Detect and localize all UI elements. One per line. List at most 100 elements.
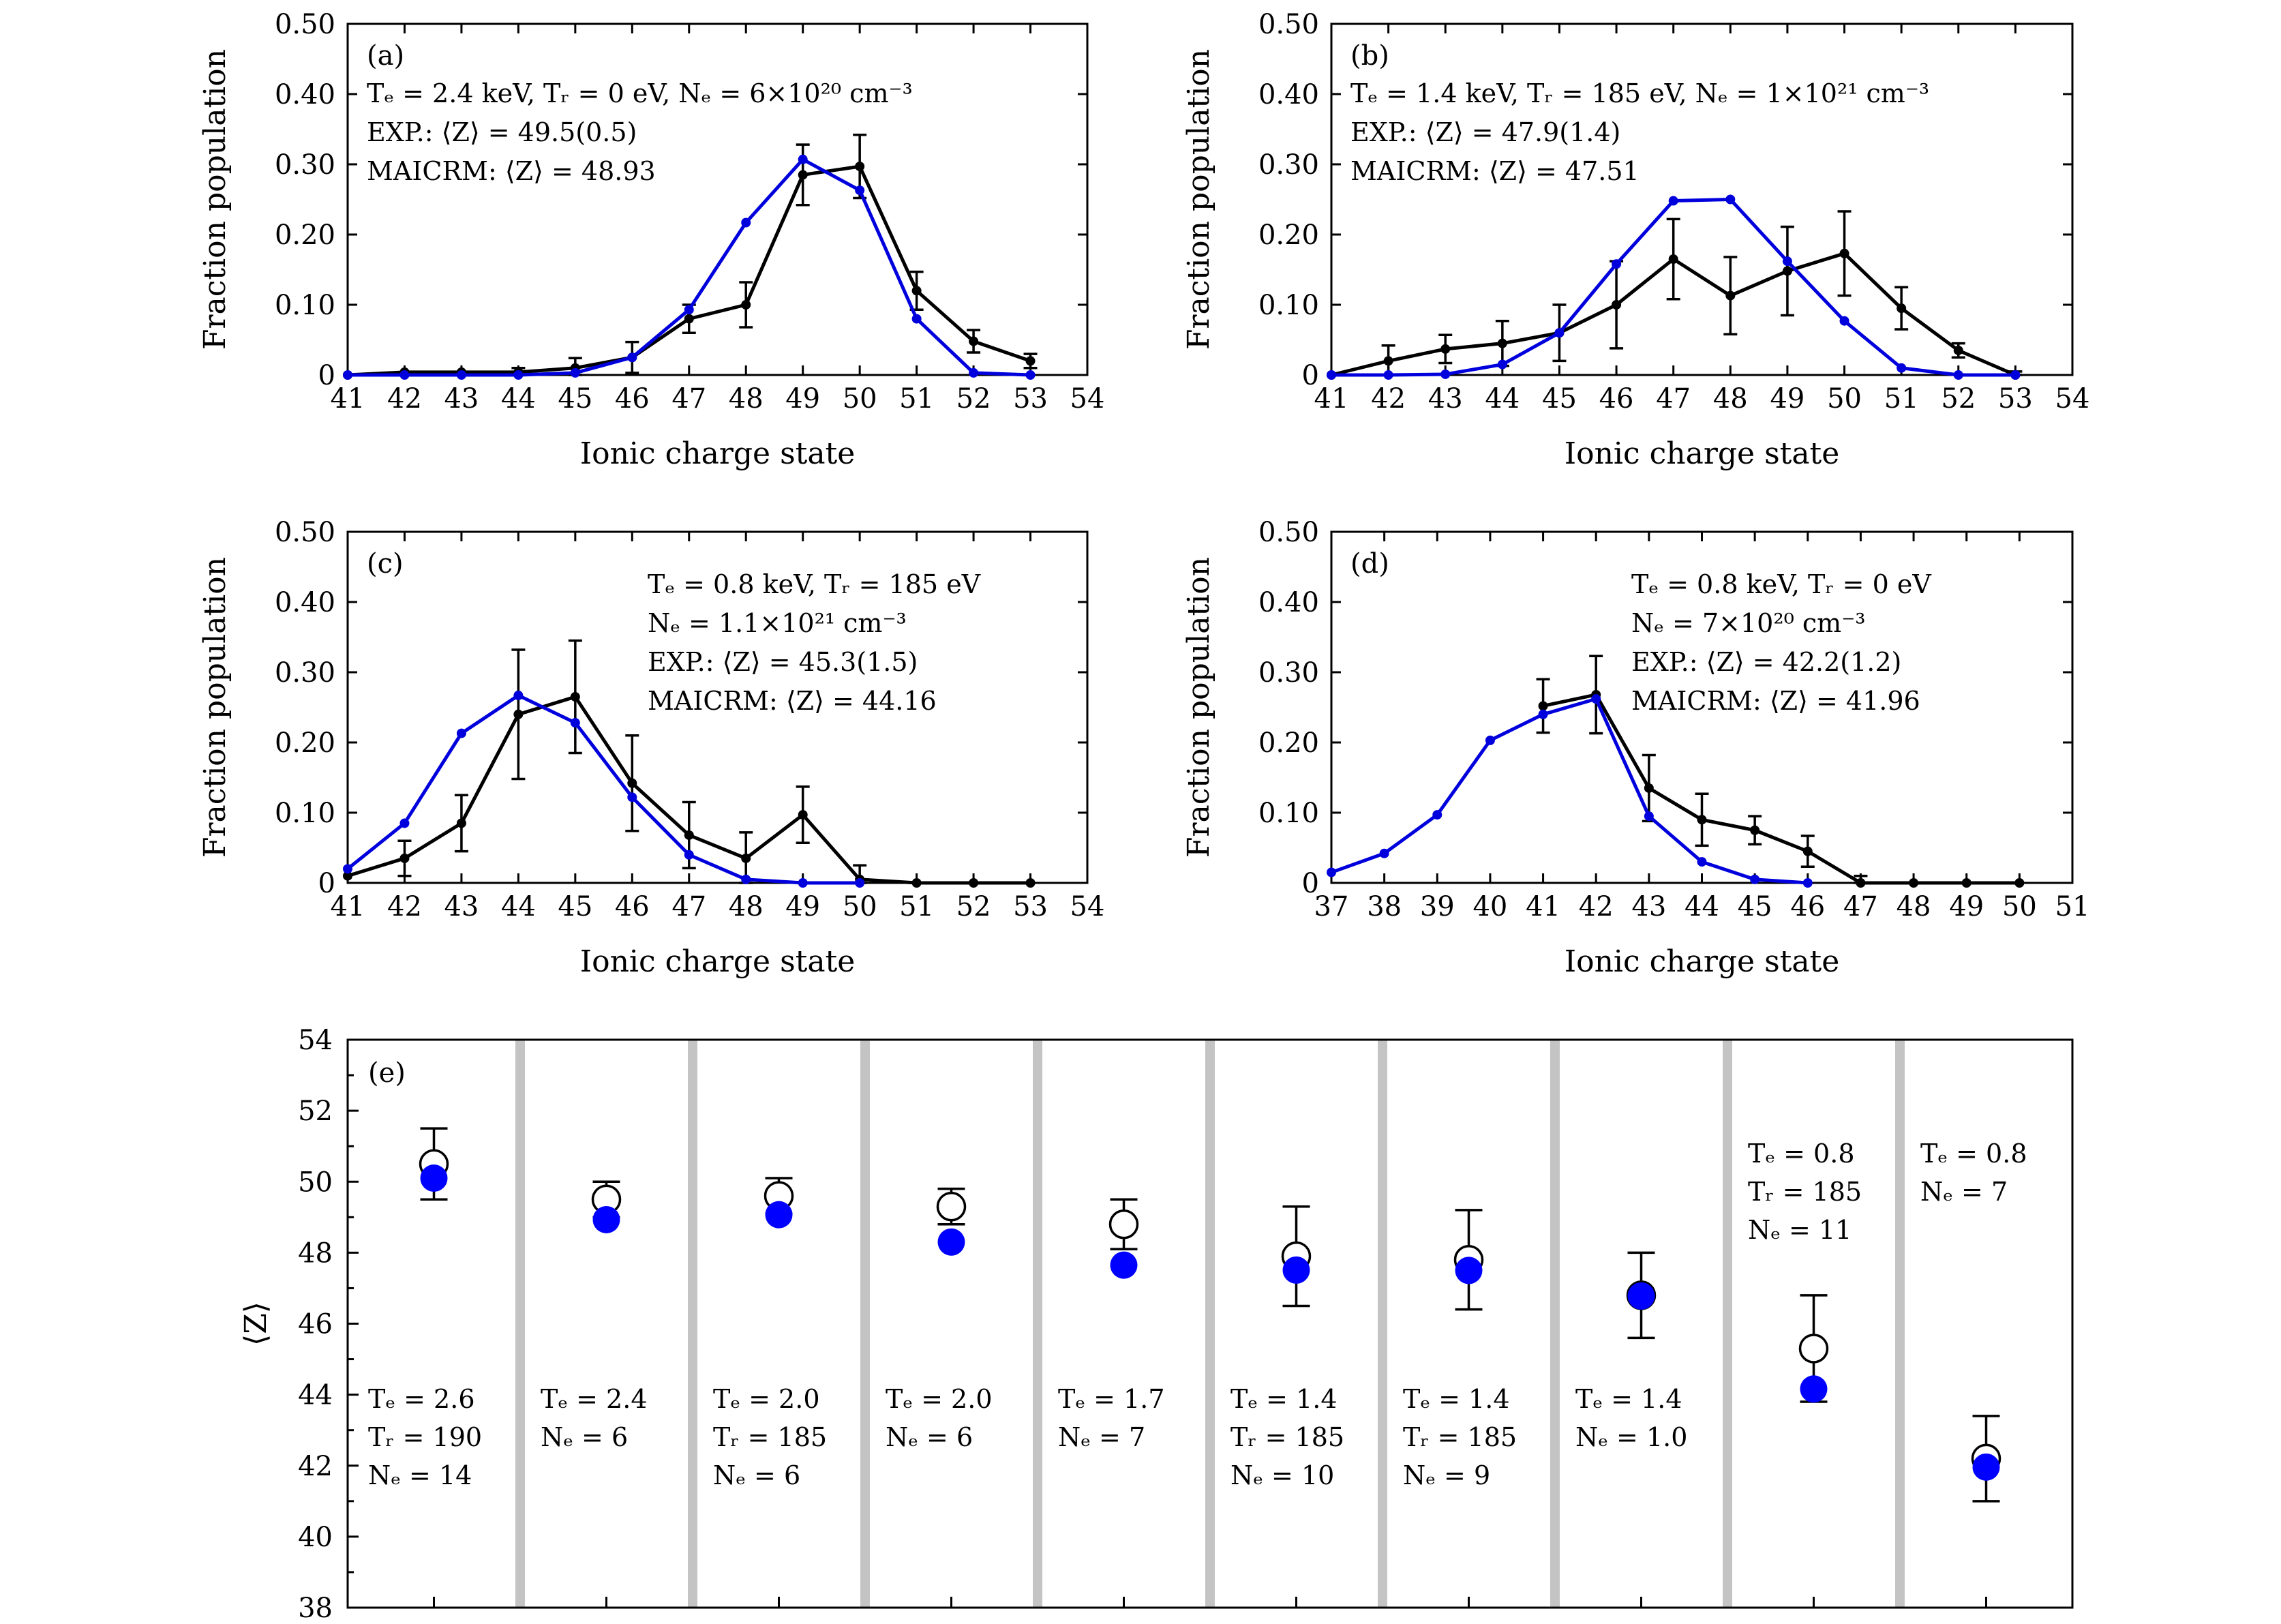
y-tick-label: 0.30 <box>1258 657 1319 689</box>
x-tick-label: 52 <box>956 891 991 922</box>
y-tick-label: 0 <box>318 868 335 899</box>
group-2: Tₑ = 2.4 Nₑ = 6 <box>541 1180 648 1452</box>
x-tick-label: 44 <box>1485 383 1520 415</box>
y-tick-label: 0.50 <box>275 517 335 548</box>
y-tick-label: 0.10 <box>1258 798 1319 829</box>
x-tick-label: 48 <box>1897 891 1931 922</box>
model-point <box>765 1201 793 1229</box>
data-point <box>1839 316 1849 326</box>
y-axis-label: ⟨Z⟩ <box>239 1302 273 1346</box>
annotation-line: EXP.: ⟨Z⟩ = 47.9(1.4) <box>1350 117 1620 147</box>
x-tick-label: 43 <box>1631 891 1666 922</box>
y-tick-label: 0.50 <box>1258 9 1319 40</box>
condition-label: Tₑ = 1.4 <box>1230 1384 1338 1414</box>
condition-label: Tₑ = 1.7 <box>1058 1384 1165 1414</box>
x-tick-label: 38 <box>1367 891 1402 922</box>
annotation-line: MAICRM: ⟨Z⟩ = 44.16 <box>648 686 937 716</box>
data-point <box>911 286 922 296</box>
x-tick-label: 47 <box>1656 383 1691 415</box>
data-point <box>343 864 352 874</box>
x-tick-label: 42 <box>387 891 422 922</box>
panel-e: 38 40 42 44 46 48 50 52 54 ⟨Z⟩ (e) Tₑ = 2.6 Tᵣ = 190… <box>239 1025 2074 1624</box>
data-point <box>1668 196 1678 206</box>
x-tick-label: 48 <box>729 891 764 922</box>
group-8: Tₑ = 1.4 Nₑ = 1.0 <box>1575 1251 1687 1452</box>
panel-label: (d) <box>1350 548 1389 580</box>
x-tick-label: 54 <box>1070 383 1105 415</box>
x-tick-label: 51 <box>1884 383 1919 415</box>
data-point <box>1432 810 1442 820</box>
y-tick-label: 0.40 <box>1258 587 1319 618</box>
data-point <box>1554 328 1565 338</box>
data-point <box>513 690 524 700</box>
data-point <box>456 370 466 380</box>
y-axis-label: Fraction population <box>1181 49 1216 350</box>
data-point <box>513 709 524 719</box>
exp-point <box>936 1191 967 1222</box>
data-point <box>684 830 694 840</box>
plot-frame <box>1330 22 2074 376</box>
x-tick-label: 41 <box>331 891 365 922</box>
data-point <box>1379 848 1389 858</box>
data-point <box>1383 370 1393 380</box>
data-point <box>741 853 751 863</box>
y-tick-label: 54 <box>298 1025 333 1056</box>
data-point <box>798 878 808 888</box>
condition-label: Tᵣ = 185 <box>1403 1422 1517 1452</box>
condition-label: Nₑ = 11 <box>1748 1215 1852 1245</box>
data-point <box>456 728 466 738</box>
data-point <box>399 853 410 863</box>
group-7: Tₑ = 1.4 Tᵣ = 185 Nₑ = 9 <box>1403 1209 1517 1490</box>
data-point <box>684 305 694 315</box>
data-point <box>627 352 637 363</box>
x-tick-label: 53 <box>1998 383 2033 415</box>
y-tick-label: 38 <box>298 1593 333 1624</box>
data-point <box>1961 878 1972 888</box>
x-tick-label: 49 <box>785 383 820 415</box>
exp-point <box>1108 1209 1139 1239</box>
y-tick-label: 0.30 <box>275 149 335 181</box>
data-point <box>627 792 637 802</box>
condition-label: Nₑ = 6 <box>886 1422 973 1452</box>
annotation-line: Nₑ = 7×10²⁰ cm⁻³ <box>1631 608 1865 638</box>
model-point <box>592 1205 620 1233</box>
y-tick-label: 0.40 <box>1258 79 1319 110</box>
series-line-maicrm <box>1331 697 1808 885</box>
panel-d: 37 38 39 40 41 42 43 44 45 46 47 48 49 50 51 0 0.10 0.20 0… <box>1181 517 2089 979</box>
x-tick-label: 47 <box>671 891 706 922</box>
condition-label: Tₑ = 2.6 <box>368 1384 475 1414</box>
data-point <box>1327 370 1336 380</box>
data-point <box>399 370 410 380</box>
data-point <box>969 367 979 378</box>
condition-label: Tᵣ = 190 <box>368 1422 482 1452</box>
x-tick-label: 53 <box>1013 383 1048 415</box>
data-point <box>1025 370 1036 380</box>
data-point <box>684 314 694 324</box>
x-tick-label: 48 <box>1713 383 1748 415</box>
annotation-line: Nₑ = 1.1×10²¹ cm⁻³ <box>648 608 907 638</box>
annotation-line: MAICRM: ⟨Z⟩ = 47.51 <box>1350 156 1640 186</box>
data-point <box>1538 709 1548 719</box>
panel-a: 41 42 43 44 45 46 47 48 49 50 51 52 53 54 0 0.10 0.20 0.3… <box>198 9 1104 471</box>
data-point <box>1440 344 1451 354</box>
y-tick-label: 0.10 <box>275 290 335 321</box>
series-line-maicrm <box>348 157 1031 377</box>
data-point <box>1802 846 1813 856</box>
y-axis-label: Fraction population <box>198 49 232 350</box>
data-point <box>1612 300 1622 310</box>
data-point <box>343 370 352 380</box>
data-point <box>798 810 808 820</box>
x-tick-label: 41 <box>1314 383 1349 415</box>
y-tick-label: 0 <box>318 360 335 391</box>
x-tick-label: 49 <box>1949 891 1984 922</box>
data-point <box>627 778 637 788</box>
condition-label: Nₑ = 7 <box>1058 1422 1145 1452</box>
x-tick-label: 45 <box>558 383 592 415</box>
x-tick-label: 41 <box>1526 891 1560 922</box>
data-point <box>1782 266 1792 276</box>
annotation-line: Tₑ = 0.8 keV, Tᵣ = 0 eV <box>1631 569 1931 599</box>
data-point <box>855 185 865 196</box>
condition-label: Nₑ = 6 <box>713 1460 800 1490</box>
x-tick-label: 50 <box>843 383 877 415</box>
x-tick-label: 43 <box>1428 383 1463 415</box>
